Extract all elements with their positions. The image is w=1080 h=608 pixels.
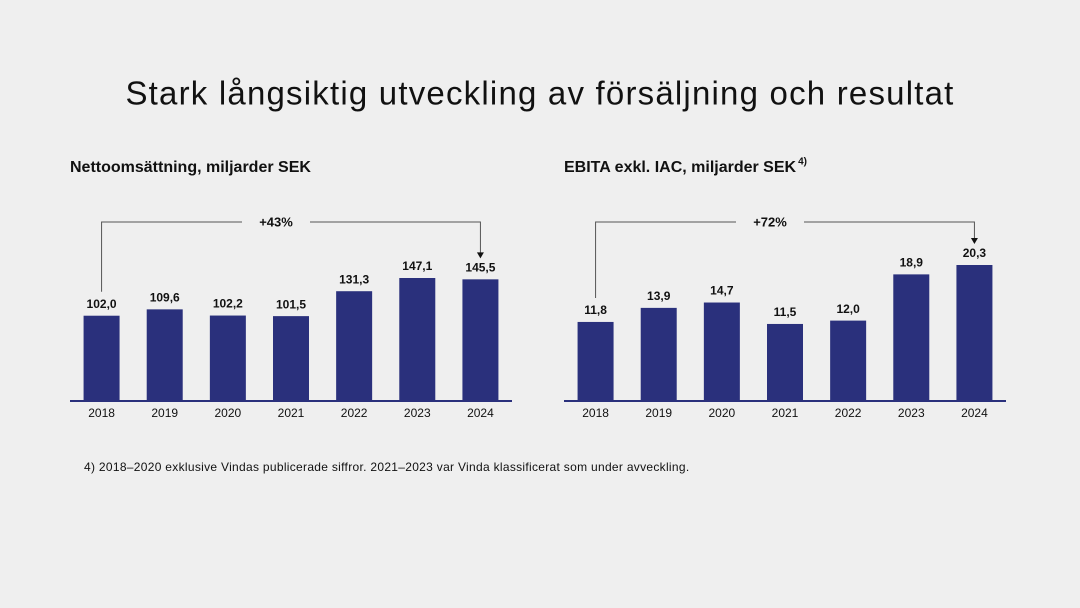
x-tick-label: 2023 (404, 406, 431, 420)
x-tick-label: 2024 (961, 406, 988, 420)
slide-title: Stark långsiktig utveckling av försäljni… (125, 75, 954, 112)
value-label: 14,7 (710, 284, 734, 298)
bar (956, 265, 993, 401)
bar (893, 274, 930, 401)
x-tick-label: 2019 (645, 406, 672, 420)
value-label: 11,8 (584, 303, 607, 317)
value-label: 147,1 (402, 259, 432, 273)
bar (767, 323, 803, 401)
x-tick-label: 2021 (278, 406, 305, 420)
bracket (101, 221, 481, 292)
chart-title: EBITA exkl. IAC, miljarder SEK (564, 159, 797, 176)
bar (273, 316, 309, 401)
bar (830, 320, 867, 401)
x-tick-label: 2020 (709, 406, 736, 420)
footnote: 4) 2018–2020 exklusive Vindas publicerad… (84, 460, 689, 474)
x-tick-label: 2020 (215, 406, 242, 420)
x-tick-label: 2018 (88, 406, 115, 420)
x-tick-label: 2022 (835, 406, 862, 420)
bracket-arrow (476, 252, 484, 259)
bar (209, 315, 246, 401)
value-label: 109,6 (150, 291, 180, 305)
value-label: 11,5 (774, 305, 797, 319)
title-note: 4) (798, 157, 807, 168)
value-label: 102,2 (213, 297, 243, 311)
x-tick-label: 2018 (582, 406, 609, 420)
value-label: 145,5 (465, 261, 495, 275)
value-label: 13,9 (647, 289, 671, 303)
x-tick-label: 2022 (341, 406, 368, 420)
value-label: 102,0 (87, 297, 117, 311)
chart-title: Nettoomsättning, miljarder SEK (70, 159, 311, 176)
bracket (595, 221, 975, 298)
x-tick-label: 2021 (772, 406, 799, 420)
bar (640, 307, 677, 401)
bar (336, 291, 373, 401)
value-label: 101,5 (276, 297, 306, 311)
value-label: 131,3 (339, 272, 369, 286)
bar (83, 315, 120, 401)
value-label: 18,9 (900, 256, 924, 270)
bar (462, 279, 499, 401)
growth-annotation: +72% (753, 214, 787, 229)
x-tick-label: 2019 (151, 406, 178, 420)
bar (703, 302, 740, 401)
bar (577, 321, 614, 401)
bar (399, 278, 436, 401)
x-tick-label: 2023 (898, 406, 925, 420)
value-label: 12,0 (836, 302, 860, 316)
x-tick-label: 2024 (467, 406, 494, 420)
bracket-arrow (970, 238, 978, 244)
growth-annotation: +43% (259, 214, 293, 229)
bar (146, 309, 183, 401)
value-label: 20,3 (963, 246, 987, 260)
